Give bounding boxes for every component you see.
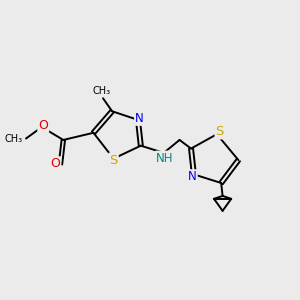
Text: NH: NH — [156, 152, 173, 164]
Text: S: S — [215, 125, 224, 138]
Text: S: S — [110, 154, 118, 166]
Text: O: O — [50, 157, 60, 170]
Text: CH₃: CH₃ — [93, 86, 111, 96]
Text: O: O — [38, 119, 48, 132]
Text: N: N — [135, 112, 144, 125]
Text: CH₃: CH₃ — [4, 134, 22, 144]
Text: N: N — [188, 170, 197, 183]
